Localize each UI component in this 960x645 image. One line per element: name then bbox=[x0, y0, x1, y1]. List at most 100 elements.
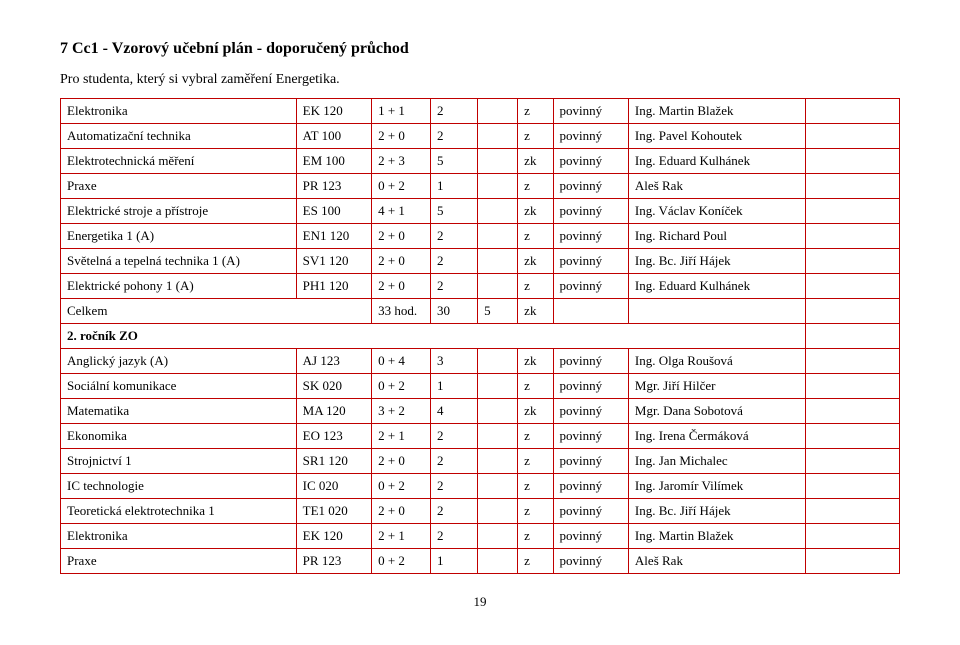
page-number: 19 bbox=[60, 594, 900, 610]
exam-type: z bbox=[518, 274, 553, 299]
table-row: IC technologieIC 0200 + 22zpovinnýIng. J… bbox=[61, 474, 900, 499]
table-row: PraxePR 1230 + 21zpovinnýAleš Rak bbox=[61, 174, 900, 199]
table-row: ElektronikaEK 1202 + 12zpovinnýIng. Mart… bbox=[61, 524, 900, 549]
summary-row: Celkem33 hod.305zk bbox=[61, 299, 900, 324]
subject-name: Ekonomika bbox=[61, 424, 297, 449]
credits-2 bbox=[478, 249, 518, 274]
table-row: MatematikaMA 1203 + 24zkpovinnýMgr. Dana… bbox=[61, 399, 900, 424]
mandatory: povinný bbox=[553, 474, 628, 499]
page-title: 7 Cc1 - Vzorový učební plán - doporučený… bbox=[60, 40, 900, 58]
trailing-cell bbox=[805, 99, 899, 124]
subject-hours: 0 + 4 bbox=[372, 349, 431, 374]
table-row: Sociální komunikaceSK 0200 + 21zpovinnýM… bbox=[61, 374, 900, 399]
summary-n1: 30 bbox=[430, 299, 477, 324]
subject-code: EK 120 bbox=[296, 524, 371, 549]
subject-name: Elektronika bbox=[61, 524, 297, 549]
credits-1: 2 bbox=[430, 224, 477, 249]
credits-1: 2 bbox=[430, 474, 477, 499]
credits-1: 1 bbox=[430, 549, 477, 574]
credits-2 bbox=[478, 374, 518, 399]
subject-name: Sociální komunikace bbox=[61, 374, 297, 399]
mandatory: povinný bbox=[553, 99, 628, 124]
credits-2 bbox=[478, 199, 518, 224]
subject-code: SR1 120 bbox=[296, 449, 371, 474]
credits-2 bbox=[478, 99, 518, 124]
credits-2 bbox=[478, 174, 518, 199]
summary-label: Celkem bbox=[61, 299, 372, 324]
exam-type: z bbox=[518, 549, 553, 574]
exam-type: z bbox=[518, 424, 553, 449]
table-row: PraxePR 1230 + 21 zpovinnýAleš Rak bbox=[61, 549, 900, 574]
trailing-cell bbox=[805, 349, 899, 374]
subject-code: PR 123 bbox=[296, 549, 371, 574]
page-subtitle: Pro studenta, který si vybral zaměření E… bbox=[60, 72, 900, 88]
subject-code: TE1 020 bbox=[296, 499, 371, 524]
credits-1: 2 bbox=[430, 99, 477, 124]
subject-code: ES 100 bbox=[296, 199, 371, 224]
exam-type: z bbox=[518, 499, 553, 524]
credits-1: 5 bbox=[430, 149, 477, 174]
teacher: Ing. Irena Čermáková bbox=[628, 424, 805, 449]
mandatory: povinný bbox=[553, 449, 628, 474]
subject-hours: 1 + 1 bbox=[372, 99, 431, 124]
subject-hours: 0 + 2 bbox=[372, 549, 431, 574]
trailing-cell bbox=[805, 474, 899, 499]
mandatory: povinný bbox=[553, 399, 628, 424]
teacher: Ing. Václav Koníček bbox=[628, 199, 805, 224]
table-row: ElektronikaEK 1201 + 12zpovinnýIng. Mart… bbox=[61, 99, 900, 124]
section-header-row: 2. ročník ZO bbox=[61, 324, 900, 349]
trailing-cell bbox=[805, 249, 899, 274]
credits-1: 5 bbox=[430, 199, 477, 224]
teacher: Aleš Rak bbox=[628, 549, 805, 574]
subject-hours: 2 + 1 bbox=[372, 424, 431, 449]
credits-1: 2 bbox=[430, 449, 477, 474]
exam-type: z bbox=[518, 474, 553, 499]
subject-code: IC 020 bbox=[296, 474, 371, 499]
credits-2 bbox=[478, 224, 518, 249]
mandatory: povinný bbox=[553, 274, 628, 299]
exam-type: zk bbox=[518, 199, 553, 224]
mandatory: povinný bbox=[553, 499, 628, 524]
mandatory: povinný bbox=[553, 199, 628, 224]
section-empty bbox=[805, 324, 899, 349]
subject-code: EK 120 bbox=[296, 99, 371, 124]
trailing-cell bbox=[805, 499, 899, 524]
subject-name: Světelná a tepelná technika 1 (A) bbox=[61, 249, 297, 274]
table-row: Anglický jazyk (A)AJ 1230 + 43zkpovinnýI… bbox=[61, 349, 900, 374]
table-row: Strojnictví 1SR1 1202 + 02zpovinnýIng. J… bbox=[61, 449, 900, 474]
subject-name: Praxe bbox=[61, 549, 297, 574]
teacher: Ing. Jaromír Vilímek bbox=[628, 474, 805, 499]
trailing-cell bbox=[805, 124, 899, 149]
section-label: 2. ročník ZO bbox=[61, 324, 806, 349]
exam-type: z bbox=[518, 524, 553, 549]
mandatory: povinný bbox=[553, 224, 628, 249]
subject-hours: 2 + 0 bbox=[372, 224, 431, 249]
mandatory: povinný bbox=[553, 374, 628, 399]
exam-type: z bbox=[518, 224, 553, 249]
summary-empty bbox=[805, 299, 899, 324]
subject-code: EN1 120 bbox=[296, 224, 371, 249]
teacher: Mgr. Jiří Hilčer bbox=[628, 374, 805, 399]
trailing-cell bbox=[805, 549, 899, 574]
teacher: Ing. Martin Blažek bbox=[628, 524, 805, 549]
credits-2 bbox=[478, 474, 518, 499]
subject-code: MA 120 bbox=[296, 399, 371, 424]
trailing-cell bbox=[805, 399, 899, 424]
mandatory: povinný bbox=[553, 549, 628, 574]
subject-hours: 2 + 0 bbox=[372, 499, 431, 524]
subject-hours: 2 + 0 bbox=[372, 124, 431, 149]
teacher: Ing. Olga Roušová bbox=[628, 349, 805, 374]
subject-name: Elektrické pohony 1 (A) bbox=[61, 274, 297, 299]
credits-2 bbox=[478, 449, 518, 474]
credits-2 bbox=[478, 424, 518, 449]
subject-code: PR 123 bbox=[296, 174, 371, 199]
credits-1: 4 bbox=[430, 399, 477, 424]
exam-type: zk bbox=[518, 249, 553, 274]
credits-2 bbox=[478, 349, 518, 374]
mandatory: povinný bbox=[553, 174, 628, 199]
credits-1: 2 bbox=[430, 524, 477, 549]
trailing-cell bbox=[805, 224, 899, 249]
subject-hours: 2 + 0 bbox=[372, 449, 431, 474]
credits-1: 2 bbox=[430, 424, 477, 449]
summary-ex: zk bbox=[518, 299, 553, 324]
